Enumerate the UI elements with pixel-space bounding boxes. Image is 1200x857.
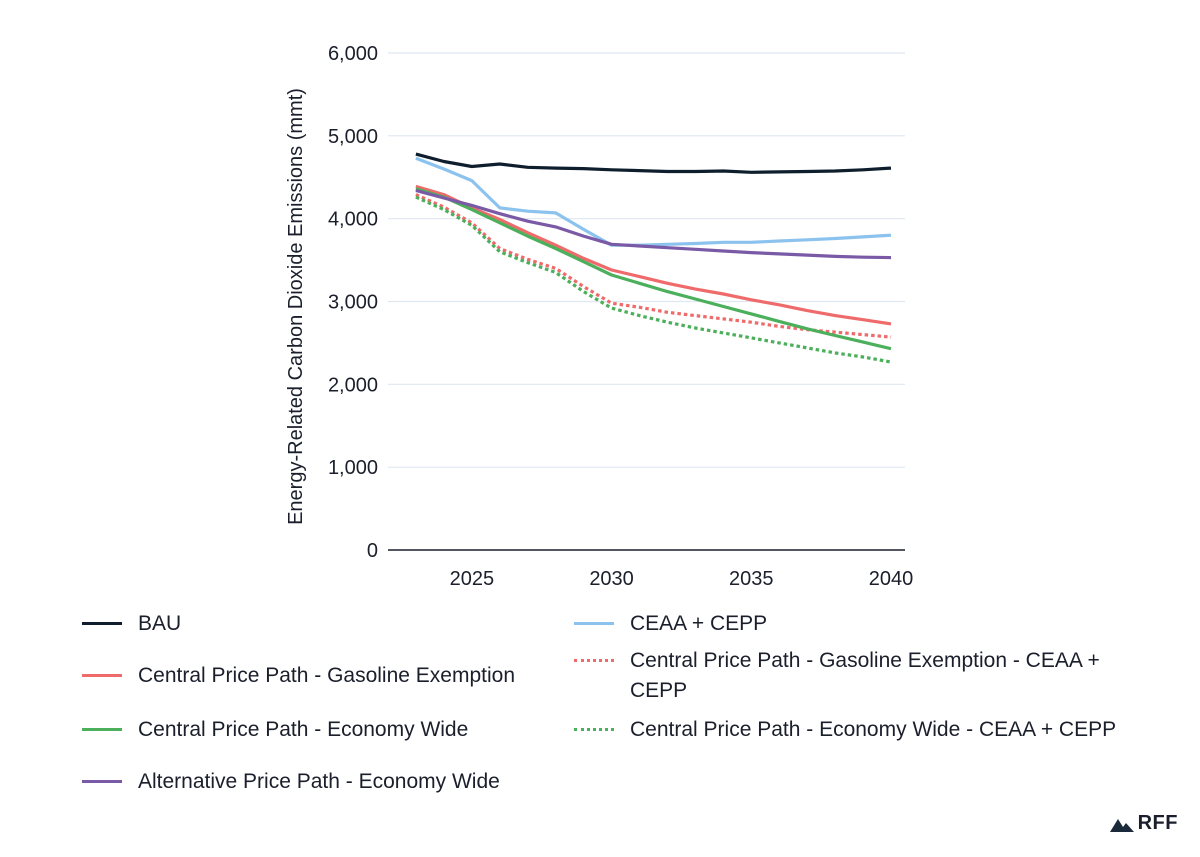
legend-label: BAU: [138, 612, 182, 635]
y-tick-label: 2,000: [328, 374, 378, 396]
legend-label: CEAA + CEPP: [630, 612, 768, 635]
legend-item: BAU: [82, 609, 181, 639]
series-line-2: [415, 156, 892, 247]
y-tick-label: 5,000: [328, 126, 378, 148]
legend-item: Central Price Path - Economy Wide - CEAA…: [574, 715, 1116, 745]
legend-item: Central Price Path - Economy Wide: [82, 715, 468, 745]
series-line-3: [415, 184, 892, 326]
legend-label: Central Price Path - Gasoline Exemption: [138, 664, 516, 687]
legend-item: Alternative Price Path - Economy Wide: [82, 767, 500, 797]
x-tick-label: 2035: [729, 568, 774, 590]
series-line-4: [415, 193, 892, 339]
series-lines: [415, 152, 892, 364]
legend-item: Central Price Path - Gasoline Exemption …: [574, 646, 1150, 706]
legend-item: Central Price Path - Gasoline Exemption: [82, 661, 515, 691]
legend-swatch: [574, 728, 614, 731]
y-tick-label: 6,000: [328, 43, 378, 65]
legend-label: Alternative Price Path - Economy Wide: [138, 770, 500, 793]
mountain-icon: [1109, 818, 1134, 832]
legend-label: Central Price Path - Economy Wide - CEAA…: [630, 718, 1117, 741]
y-tick-label: 4,000: [328, 209, 378, 231]
y-axis-label: Energy-Related Carbon Dioxide Emissions …: [285, 88, 307, 525]
x-axis-ticks: 2025 2030 2035 2040: [450, 568, 914, 590]
x-tick-label: 2040: [869, 568, 914, 590]
legend-swatch: [82, 780, 122, 783]
gridlines: [388, 52, 905, 468]
y-axis-ticks: 0 1,000 2,000 3,000 4,000 5,000 6,000: [328, 43, 378, 562]
logo-text: RFF: [1137, 812, 1178, 834]
x-tick-label: 2030: [589, 568, 634, 590]
line-chart: 0 1,000 2,000 3,000 4,000 5,000 6,000 2025 2030…: [285, 43, 914, 590]
series-line-5: [415, 187, 892, 351]
legend-label: Central Price Path - Economy Wide: [138, 718, 469, 741]
y-tick-label: 3,000: [328, 292, 378, 314]
x-tick-label: 2025: [450, 568, 495, 590]
y-tick-label: 0: [367, 540, 378, 562]
legend-swatch: [574, 622, 614, 625]
legend-item: CEAA + CEPP: [574, 609, 767, 639]
series-line-6: [415, 195, 892, 364]
legend-swatch: [82, 728, 122, 731]
legend-swatch: [82, 674, 122, 677]
y-tick-label: 1,000: [328, 457, 378, 479]
series-line-1: [415, 152, 892, 174]
legend-label: Central Price Path - Gasoline Exemption …: [630, 649, 1100, 702]
legend-swatch: [82, 622, 122, 625]
rff-logo: RFF: [1109, 812, 1178, 835]
legend-swatch: [574, 659, 614, 662]
series-line-7: [415, 188, 892, 260]
